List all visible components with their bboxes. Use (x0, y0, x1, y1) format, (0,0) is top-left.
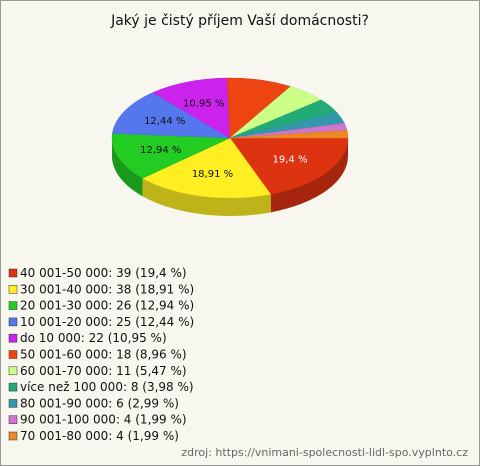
slice (111, 133, 231, 179)
slice-side (142, 178, 271, 216)
legend-swatch (8, 431, 18, 441)
legend-swatch (8, 317, 18, 327)
value-label: 12,44 % (144, 116, 185, 127)
slice (229, 137, 349, 195)
legend-label: 30 001-40 000: 38 (18,91 %) (20, 282, 194, 296)
legend-swatch (8, 382, 18, 392)
legend-label: 90 001-100 000: 4 (1,99 %) (20, 413, 187, 427)
legend-label: 10 001-20 000: 25 (12,44 %) (20, 315, 194, 329)
slice (141, 137, 272, 199)
value-label: 10,95 % (183, 98, 224, 109)
legend-swatch (8, 333, 18, 343)
value-label: 18,91 % (192, 169, 233, 180)
slice-side (270, 138, 348, 213)
legend-swatch (8, 415, 18, 424)
legend-label: 50 001-60 000: 18 (8,96 %) (20, 348, 187, 362)
chart-title: Jaký je čistý příjem Vaší domácnosti? (110, 13, 369, 29)
source: zdroj: https://vnimani-spolecnosti-lidl-… (181, 446, 468, 459)
legend-label: 70 001-80 000: 4 (1,99 %) (20, 429, 179, 443)
legend-label: 80 001-90 000: 6 (2,99 %) (20, 396, 179, 410)
legend-swatch (8, 399, 18, 408)
legend-swatch (8, 366, 18, 376)
legend-label: více než 100 000: 8 (3,98 %) (20, 380, 194, 394)
legend-label: 60 001-70 000: 11 (5,47 %) (20, 364, 187, 378)
value-label: 19,4 % (273, 154, 308, 165)
legend-swatch (8, 350, 18, 359)
legend-swatch (8, 268, 18, 278)
legend-label: 20 001-30 000: 26 (12,94 %) (20, 299, 194, 313)
slice (112, 92, 231, 139)
slice (152, 77, 231, 139)
value-label: 12,94 % (140, 145, 181, 156)
legend-swatch (8, 301, 18, 310)
slice-side (112, 138, 143, 197)
legend-label: do 10 000: 22 (10,95 %) (20, 331, 167, 345)
slice (229, 130, 349, 139)
legend-swatch (8, 285, 18, 294)
legend-label: 40 001-50 000: 39 (19,4 %) (20, 266, 187, 280)
